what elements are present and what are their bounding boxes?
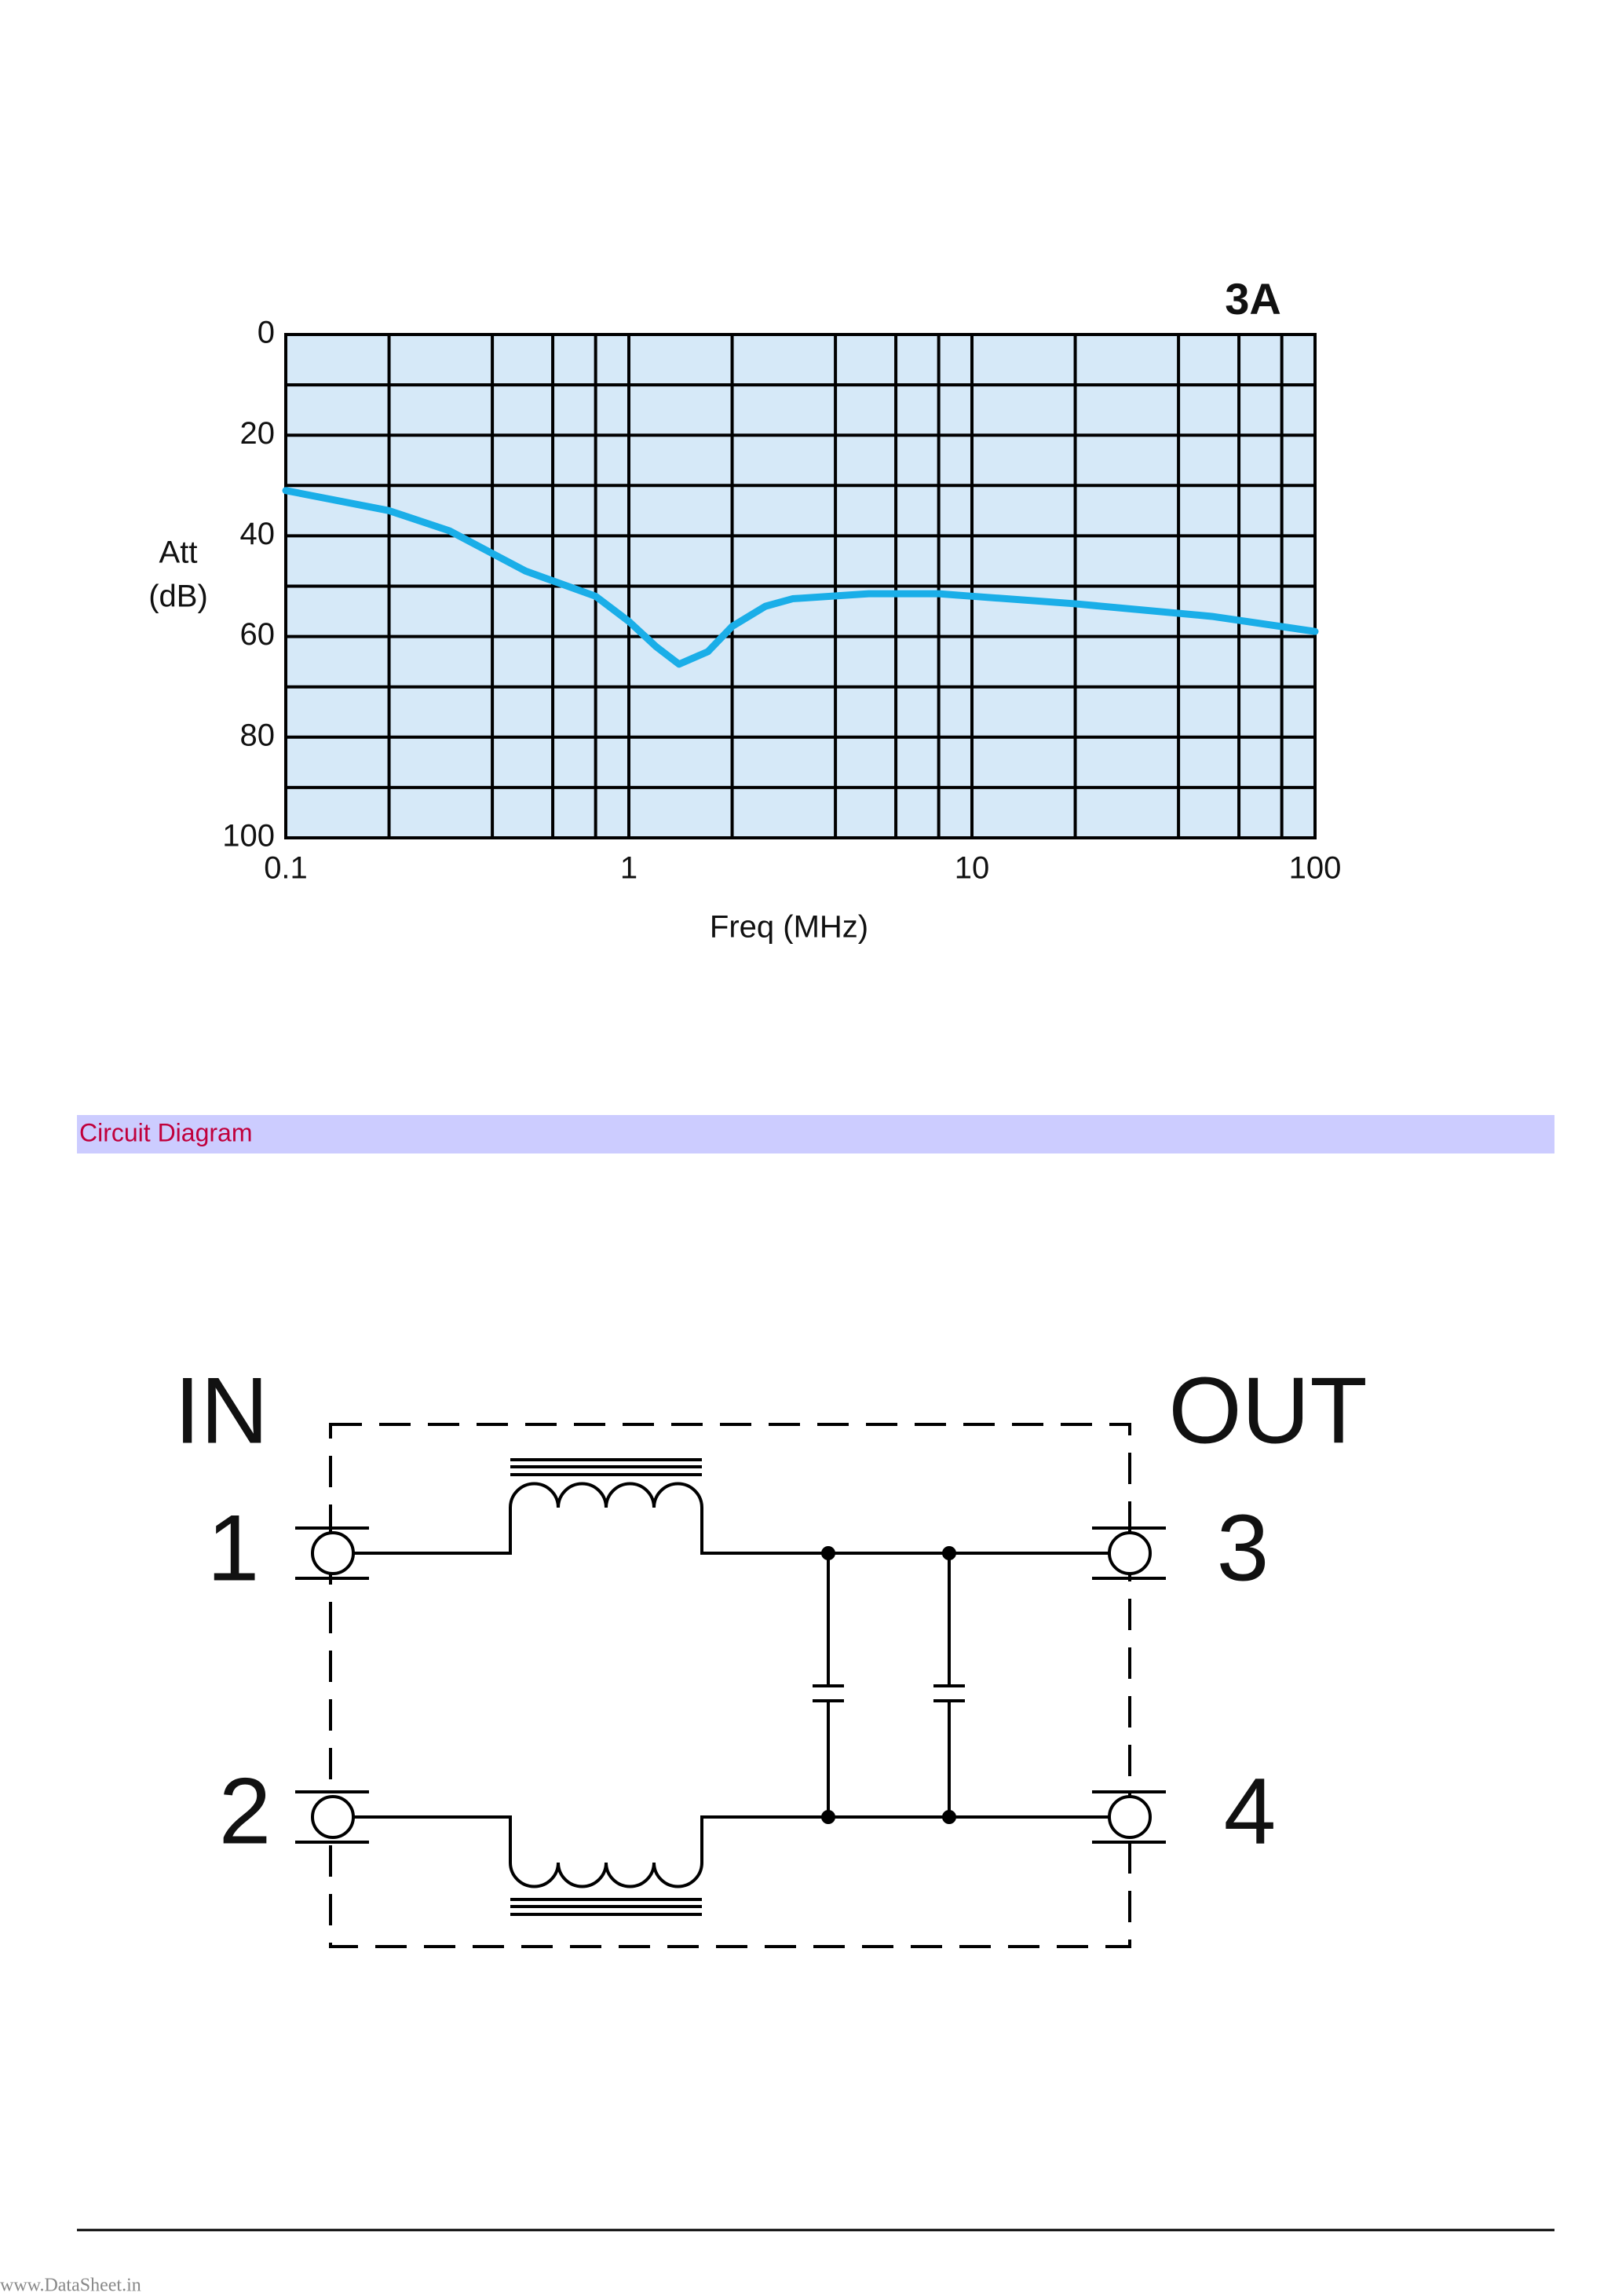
core [510,1458,702,1916]
y-tick-label: 20 [240,416,276,451]
x-tick-label: 1 [620,851,637,886]
terminal-label: 3 [1217,1496,1269,1601]
plot-frame [284,333,1317,839]
terminal-label: 1 [207,1496,260,1601]
terminal-label: 4 [1224,1759,1277,1864]
y-axis-label: Att [159,536,198,570]
x-tick-label: 10 [955,851,990,886]
y-tick-label: 40 [240,517,276,551]
watermark: www.DataSheet.in [0,2276,141,2296]
capacitors [813,1553,965,1817]
circuit-diagram: IN OUT 1 2 3 4 [174,1358,1368,1948]
y-tick-label: 0 [258,316,275,350]
section-title: Circuit Diagram [79,1118,252,1146]
out-label: OUT [1168,1358,1367,1464]
data-line [282,487,1319,668]
y-tick-label: 100 [222,819,275,854]
x-axis-label: Freq (MHz) [710,910,868,945]
y-axis-label: (dB) [148,579,208,614]
junctions [821,1546,956,1824]
enclosure [329,1423,1131,1948]
y-tick-label: 80 [240,718,276,752]
terminals [295,1526,1166,1844]
section-bar [77,1115,1554,1153]
top-line [353,1482,1109,1555]
bottom-line [353,1815,1109,1888]
in-label: IN [174,1358,269,1464]
x-tick-label: 100 [1289,851,1342,886]
terminal-label: 2 [219,1759,272,1864]
chart-title: 3A [1225,274,1281,324]
y-tick-label: 60 [240,617,276,652]
x-tick-label: 0.1 [264,851,308,886]
